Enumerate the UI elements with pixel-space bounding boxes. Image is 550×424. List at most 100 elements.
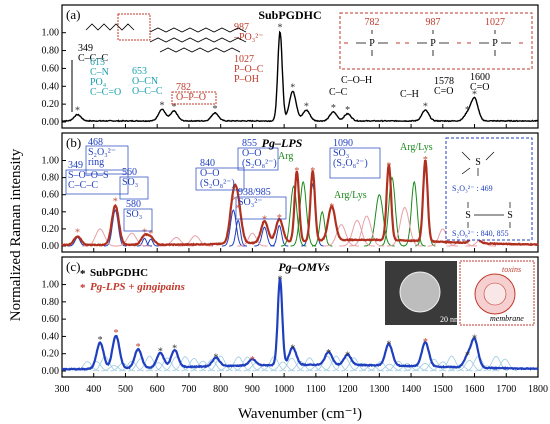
annotation-label: 560 <box>122 167 137 178</box>
fit-component <box>456 359 482 372</box>
fit-component <box>421 358 447 372</box>
phosphorus-icon: P <box>369 38 375 49</box>
annotation-box <box>123 208 153 232</box>
bond-lines <box>461 151 495 176</box>
peak-marker: * <box>329 202 334 213</box>
peak-marker: * <box>148 229 153 240</box>
fit-component <box>221 209 245 247</box>
annotation-sub: SO₃ <box>122 177 138 188</box>
annotation-sub: (S₂O₈²⁻) <box>333 158 368 169</box>
fit-component <box>127 358 153 372</box>
fit-component <box>114 232 150 247</box>
panel-frame <box>61 256 539 378</box>
y-tick-label: 0.20 <box>42 349 60 360</box>
panel-b: 0.000.200.400.600.801.00(b) Pg–LPS*** ****… <box>42 132 539 253</box>
sulfur-icon: S <box>475 157 481 168</box>
annotation-box <box>171 91 217 105</box>
x-tick-label: 1100 <box>306 384 326 395</box>
y-tick-label: 0.00 <box>42 117 60 128</box>
x-tick-label: 300 <box>55 384 70 395</box>
x-tick-label: 700 <box>181 384 196 395</box>
x-tick-label: 1300 <box>369 384 389 395</box>
panel-frame <box>61 4 539 129</box>
annotation-sub: C=O <box>434 86 454 97</box>
fit-component <box>412 362 438 372</box>
fit-component <box>154 357 180 372</box>
fit-component <box>207 355 233 372</box>
annotation-sub: S₂O₃²⁻ <box>88 147 116 158</box>
annotation-label: 653 <box>132 66 147 77</box>
fit-component <box>415 167 436 247</box>
annotation-box <box>119 176 149 200</box>
annotation-label: Arg <box>278 151 293 162</box>
annotation-label: 938/985 <box>238 187 271 198</box>
peak-marker: * <box>345 105 350 116</box>
annotation-label: 855 <box>242 138 257 149</box>
fit-component <box>145 362 171 372</box>
annotation-label: 840 <box>200 158 215 169</box>
peak-marker: * <box>172 344 177 355</box>
x-tick-label: 1200 <box>338 384 358 395</box>
fit-component <box>312 210 333 247</box>
fit-component <box>339 219 375 247</box>
peak-marker: * <box>262 215 267 226</box>
bond-lines <box>479 30 511 56</box>
annotation-sub: SO₃ <box>126 209 142 220</box>
peak-marker: * <box>331 103 336 114</box>
legend-marker: * <box>80 282 86 294</box>
x-tick-label: 800 <box>213 384 228 395</box>
peak-marker: * <box>98 335 103 346</box>
panel-title: Pg–LPS <box>262 136 303 150</box>
x-tick-label: 900 <box>245 384 260 395</box>
panel-c: 0.000.200.400.600.801.00(c) Pg–OMVs*** * **… <box>42 256 539 378</box>
y-tick-label: 0.80 <box>42 173 60 184</box>
fit-component <box>177 235 214 247</box>
x-tick-label: 1000 <box>274 384 294 395</box>
y-tick-label: 0.80 <box>42 46 60 57</box>
fit-component <box>348 215 385 247</box>
legend-label: SubPGDHC <box>90 267 148 279</box>
annotation-label: C–C <box>329 87 348 98</box>
annotation-box <box>65 169 129 195</box>
fit-component <box>296 357 322 372</box>
inset-value: S₂O₈²⁻ : 840, 855 <box>452 229 509 238</box>
bond-lines <box>417 30 449 56</box>
fit-component <box>136 355 162 372</box>
fit-component <box>225 356 251 372</box>
series-line <box>61 159 539 247</box>
annotation-label: 782 <box>176 82 191 93</box>
x-tick-label: 1800 <box>528 384 548 395</box>
y-axis-label: Normalized Raman intensity <box>8 148 24 321</box>
peak-marker: * <box>423 101 428 112</box>
legend-label: Pg-LPS + gingipains <box>90 281 185 293</box>
annotation-box <box>329 147 381 179</box>
annotation-label: 1578 <box>434 76 454 87</box>
peak-marker: * <box>75 106 80 117</box>
annotation-sub: ring <box>88 157 104 168</box>
x-tick-label: 1600 <box>465 384 485 395</box>
y-tick-label: 0.40 <box>42 207 60 218</box>
peak-marker: * <box>212 104 217 115</box>
annotation-label: 987 <box>234 22 249 33</box>
fit-component <box>376 363 402 372</box>
vesicle-icon <box>399 271 441 313</box>
peak-marker: * <box>158 346 163 357</box>
fit-component <box>83 360 109 372</box>
inset-phosphate-modes: 782 P 987 P 1027 P <box>339 12 533 70</box>
annotation-label: 580 <box>126 199 141 210</box>
peak-marker: * <box>304 101 309 112</box>
y-tick-label: 0.60 <box>42 190 60 201</box>
annotation-label: Arg/Lys <box>400 142 433 153</box>
annotation-label: Arg/Lys <box>334 190 367 201</box>
peak-marker: * <box>231 195 236 206</box>
y-tick-label: 0.40 <box>42 81 60 92</box>
fit-component <box>394 363 420 372</box>
fit-component <box>430 361 455 372</box>
annotation-box <box>85 145 129 175</box>
annotation-label: 468 <box>88 137 103 148</box>
annotation-sub: P–OH <box>234 74 259 85</box>
molecule-structure-icon <box>85 13 247 53</box>
x-tick-label: 500 <box>118 384 133 395</box>
fit-component <box>402 180 426 247</box>
